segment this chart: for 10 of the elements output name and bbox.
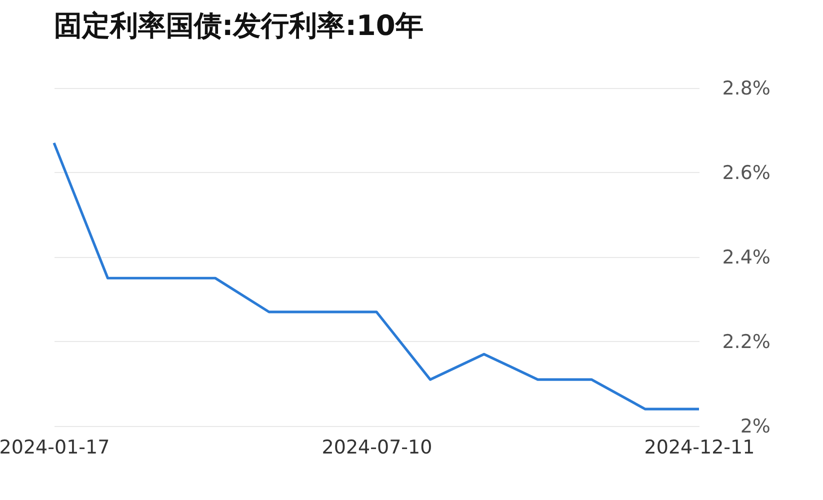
x-tick-label: 2024-12-11 [644, 436, 755, 458]
y-tick-label: 2.6% [722, 162, 770, 184]
x-tick-label: 2024-01-17 [0, 436, 110, 458]
y-tick-label: 2.8% [722, 78, 770, 100]
y-tick-label: 2.4% [722, 246, 770, 268]
y-tick-label: 2% [740, 416, 770, 438]
y-tick-label: 2.2% [722, 331, 770, 353]
x-tick-label: 2024-07-10 [322, 436, 432, 458]
line-series [52, 142, 700, 410]
chart-title: 固定利率国债:发行利率:10年 [54, 9, 424, 42]
